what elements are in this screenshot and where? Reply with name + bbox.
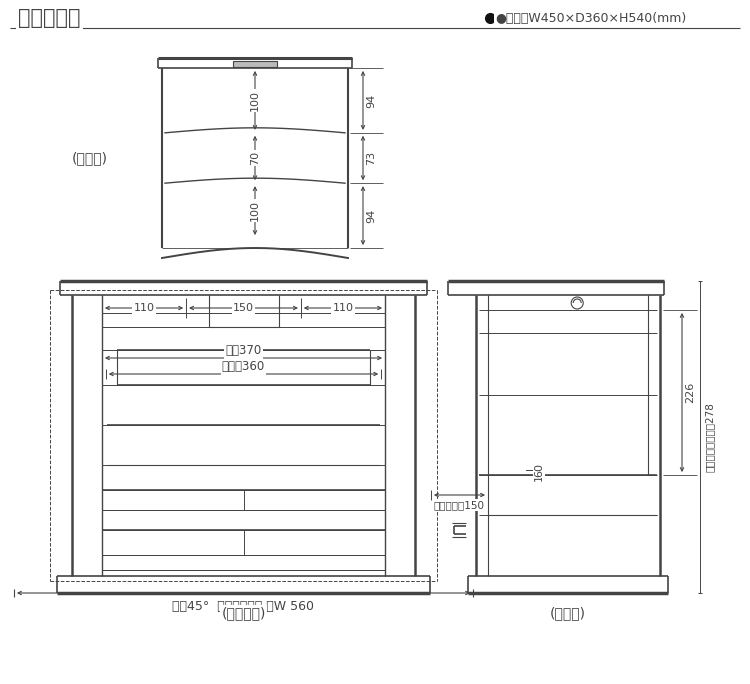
Text: 100: 100 [250, 200, 260, 221]
Text: 扉を45°  開いたサイズ 約W 560: 扉を45° 開いたサイズ 約W 560 [172, 601, 314, 614]
Text: 110: 110 [134, 303, 154, 313]
Text: (上から): (上から) [72, 151, 108, 165]
Text: 100: 100 [250, 90, 260, 111]
Text: 詳細サイズ: 詳細サイズ [18, 8, 80, 28]
Text: ●外寸：W450×D360×H540(mm): ●外寸：W450×D360×H540(mm) [495, 12, 686, 25]
Text: 150: 150 [233, 303, 254, 313]
Polygon shape [233, 61, 277, 67]
Text: ストローク150: ストローク150 [434, 500, 485, 510]
Text: 須弥壇を外した時278: 須弥壇を外した時278 [705, 402, 715, 472]
Text: 60: 60 [534, 463, 544, 477]
Text: 94: 94 [366, 209, 376, 223]
Text: 須弥壇360: 須弥壇360 [222, 360, 266, 373]
Text: 226: 226 [685, 382, 695, 403]
Text: 110: 110 [332, 303, 353, 313]
Text: 70: 70 [250, 151, 260, 165]
Text: 73: 73 [366, 151, 376, 165]
Text: 内寸370: 内寸370 [225, 345, 262, 358]
Text: 94: 94 [366, 93, 376, 107]
Text: (正面から): (正面から) [221, 606, 266, 620]
Text: 152: 152 [534, 460, 544, 481]
Text: (横から): (横から) [550, 606, 586, 620]
